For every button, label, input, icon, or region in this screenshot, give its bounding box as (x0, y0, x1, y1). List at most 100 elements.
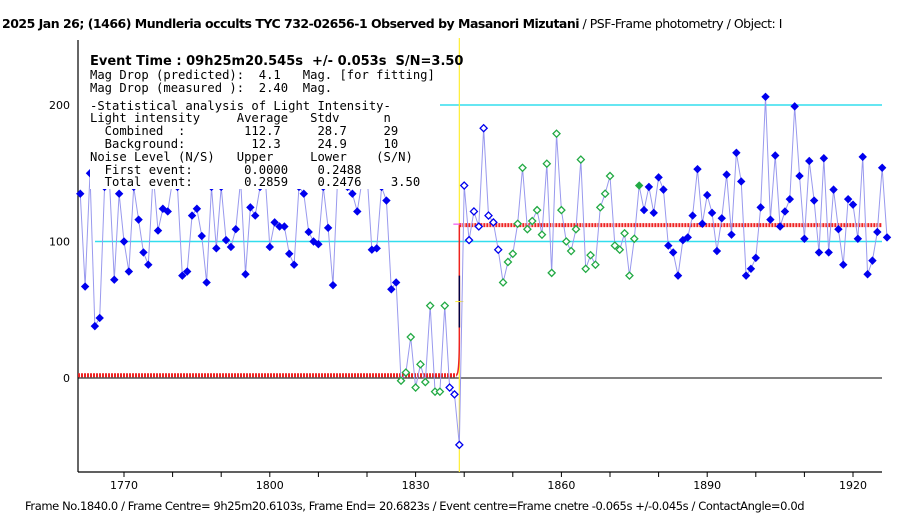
x-tick-label: 1800 (256, 479, 284, 492)
data-point (581, 264, 591, 274)
data-point (435, 387, 445, 397)
data-point (615, 245, 625, 255)
data-point (707, 208, 717, 218)
data-point (178, 271, 187, 280)
data-point (882, 233, 892, 242)
data-point (522, 224, 532, 234)
data-point (226, 242, 236, 252)
frame-info-footer: Frame No.1840.0 / Frame Centre= 9h25m20.… (25, 499, 805, 513)
data-point (600, 189, 610, 199)
data-point (163, 207, 172, 216)
data-point (547, 268, 557, 278)
data-point (440, 301, 450, 311)
data-point (877, 163, 887, 172)
data-point (314, 240, 323, 249)
data-point (712, 246, 722, 256)
data-point (508, 249, 518, 259)
data-point (834, 225, 843, 234)
data-point (698, 219, 707, 228)
x-tick-label: 1890 (693, 479, 721, 492)
data-point (265, 242, 275, 252)
data-point (591, 260, 600, 270)
data-point (693, 164, 702, 174)
data-point (192, 204, 202, 213)
data-point (391, 278, 401, 287)
data-point (761, 92, 770, 102)
data-point (824, 248, 833, 257)
data-point (202, 278, 211, 287)
data-point (503, 257, 513, 267)
x-tick-label: 1770 (110, 479, 138, 492)
data-point (751, 253, 761, 263)
data-point (795, 171, 804, 181)
data-point (805, 156, 814, 166)
data-point (396, 376, 406, 386)
noise-header: Noise Level (N/S) Upper Lower (S/N) (90, 149, 413, 164)
data-point (673, 271, 683, 280)
data-point (484, 211, 493, 220)
data-point (372, 244, 381, 253)
data-point (843, 194, 853, 204)
data-point (746, 264, 756, 274)
y-tick-label: 100 (49, 236, 70, 249)
data-point (542, 159, 552, 169)
data-point (124, 267, 134, 276)
data-point (474, 222, 484, 231)
data-point (649, 208, 658, 218)
data-point (620, 228, 629, 238)
data-point (144, 260, 153, 269)
data-point (187, 211, 197, 220)
data-point (873, 227, 882, 237)
data-point (134, 215, 143, 224)
data-point (445, 383, 455, 392)
data-point (498, 278, 508, 287)
data-point (416, 359, 425, 369)
analysis-info-box: Event Time : 09h25m20.545s +/- 0.053s S/… (90, 54, 464, 190)
data-point (119, 237, 129, 246)
y-tick-label: 0 (63, 372, 70, 385)
data-point (848, 200, 858, 209)
data-point (858, 152, 867, 162)
data-point (668, 248, 678, 257)
data-point (571, 224, 581, 234)
data-point (323, 223, 333, 233)
stat-header: -Statistical analysis of Light Intensity… (90, 98, 391, 113)
data-point (586, 250, 595, 260)
data-point (406, 332, 416, 342)
chart-title: 2025 Jan 26; (1466) Mundleria occults TY… (2, 16, 782, 31)
data-point (829, 185, 838, 194)
data-point (775, 222, 785, 231)
data-point (304, 227, 313, 237)
x-tick-label: 1830 (402, 479, 430, 492)
data-point (634, 181, 644, 190)
data-point (780, 207, 790, 216)
y-tick-label: 200 (49, 99, 70, 112)
data-point (348, 189, 357, 198)
noise-total-event: Total event: 0.2859 0.2476 3.50 (90, 175, 421, 190)
data-point (212, 244, 221, 253)
data-point (80, 282, 90, 291)
data-point (420, 377, 430, 387)
data-point (629, 234, 639, 244)
event-time: Event Time : 09h25m20.545s +/- 0.053s S/… (90, 54, 464, 69)
data-point (814, 248, 824, 257)
data-point (221, 235, 231, 245)
data-point (493, 245, 503, 255)
data-point (644, 182, 654, 192)
data-point (488, 217, 498, 227)
data-point (479, 123, 489, 133)
data-point (561, 237, 571, 246)
data-point (231, 225, 240, 234)
data-point (527, 216, 537, 226)
data-point (556, 205, 566, 215)
mag-drop-predicted: Mag Drop (predicted): 4.1 Mag. [for fitt… (90, 68, 435, 82)
data-point (197, 231, 206, 241)
data-point (90, 321, 100, 331)
data-point (387, 285, 396, 294)
data-point (625, 271, 634, 281)
data-point (800, 234, 809, 243)
data-point (464, 235, 474, 245)
data-point (790, 102, 799, 111)
data-point (153, 226, 163, 235)
data-point (737, 177, 746, 186)
